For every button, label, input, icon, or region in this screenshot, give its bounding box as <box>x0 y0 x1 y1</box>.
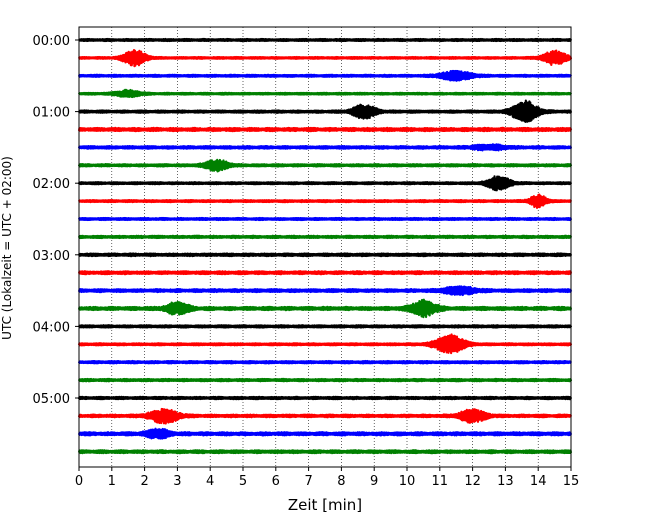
trace-0145 <box>77 158 573 173</box>
x-tick-label: 3 <box>173 474 181 489</box>
x-tick-label: 1 <box>108 474 116 489</box>
trace-0515 <box>77 407 573 425</box>
seismic-traces <box>77 37 573 455</box>
x-tick-label: 14 <box>530 474 547 489</box>
trace-0330 <box>77 285 573 297</box>
x-tick-label: 6 <box>272 474 280 489</box>
trace-0445 <box>77 377 573 383</box>
trace-0300 <box>77 252 573 258</box>
x-tick-label: 2 <box>140 474 148 489</box>
x-axis-ticks: 0 1 2 3 4 5 6 7 8 9 10 11 12 13 14 15 <box>75 467 579 489</box>
trace-0415 <box>77 333 573 355</box>
vertical-grid <box>111 27 539 467</box>
trace-0030 <box>77 69 573 82</box>
trace-0230 <box>77 216 573 222</box>
plot-frame <box>78 26 572 468</box>
trace-0530 <box>77 427 573 440</box>
trace-0500 <box>77 395 573 401</box>
trace-0100 <box>77 99 573 123</box>
x-tick-label: 8 <box>337 474 345 489</box>
x-tick-label: 12 <box>464 474 481 489</box>
x-tick-label: 9 <box>370 474 378 489</box>
x-tick-label: 11 <box>432 474 449 489</box>
y-tick-label: 05:00 <box>33 392 70 407</box>
x-tick-label: 15 <box>563 474 580 489</box>
trace-0215 <box>77 193 573 209</box>
trace-0130 <box>77 143 573 152</box>
x-tick-label: 13 <box>497 474 514 489</box>
x-tick-label: 0 <box>75 474 83 489</box>
x-tick-label: 5 <box>239 474 247 489</box>
x-tick-label: 10 <box>399 474 416 489</box>
y-axis-label: UTC (Lokalzeit = UTC + 02:00) <box>0 156 14 340</box>
trace-0045 <box>77 88 573 99</box>
trace-0245 <box>77 234 573 240</box>
x-axis-label: Zeit [min] <box>288 496 362 514</box>
y-tick-label: 00:00 <box>33 34 70 49</box>
trace-0000 <box>78 37 573 43</box>
y-tick-label: 01:00 <box>33 106 70 121</box>
y-axis-ticks: 00:00 01:00 02:00 03:00 04:00 05:00 <box>33 34 79 407</box>
y-tick-label: 02:00 <box>33 177 70 192</box>
trace-0115 <box>77 126 573 133</box>
trace-0400 <box>77 324 573 329</box>
y-tick-label: 04:00 <box>33 320 70 335</box>
trace-0015 <box>77 49 573 68</box>
y-tick-label: 03:00 <box>33 249 70 264</box>
trace-0345 <box>77 298 573 319</box>
trace-0430 <box>77 359 573 365</box>
x-tick-label: 4 <box>206 474 214 489</box>
trace-0200 <box>77 175 573 192</box>
x-tick-label: 7 <box>304 474 312 489</box>
trace-0545 <box>77 449 573 455</box>
trace-0315 <box>77 270 573 276</box>
